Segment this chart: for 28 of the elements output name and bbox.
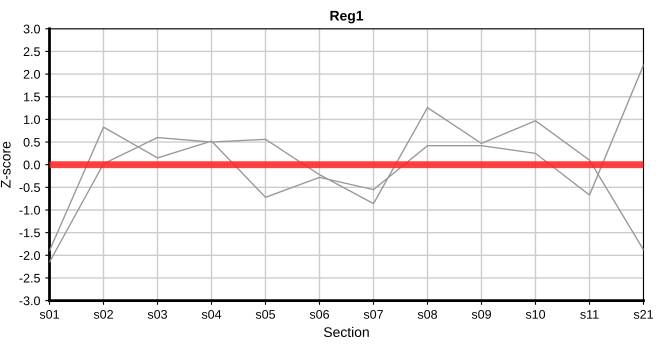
y-tick-label: 1.0 xyxy=(24,115,40,124)
x-tick-label: s06 xyxy=(310,310,330,319)
y-tick-label: -1.5 xyxy=(19,228,40,238)
y-tick-label: -0.5 xyxy=(19,183,40,192)
y-tick-label: -3.0 xyxy=(19,296,40,306)
y-tick-label: 1.5 xyxy=(24,92,40,102)
x-tick-label: s07 xyxy=(364,310,383,319)
y-tick-label: 3.0 xyxy=(24,24,40,34)
chart-title: Reg1 xyxy=(330,10,364,24)
x-tick-label: s10 xyxy=(526,310,546,319)
x-tick-label: s11 xyxy=(580,310,599,319)
x-tick-label: s21 xyxy=(634,310,653,319)
x-tick-label: s09 xyxy=(472,310,491,319)
x-tick-label: s01 xyxy=(40,310,59,319)
y-tick-label: 0.5 xyxy=(24,138,40,147)
x-tick-label: s02 xyxy=(94,310,113,319)
y-tick-label: -2.5 xyxy=(19,274,40,283)
y-tick-label: -1.0 xyxy=(19,206,40,215)
x-tick-label: s05 xyxy=(256,310,276,319)
x-tick-label: s08 xyxy=(418,310,438,319)
y-tick-label: 0.0 xyxy=(24,160,40,170)
x-axis-title: Section xyxy=(324,326,369,338)
y-tick-label: 2.0 xyxy=(24,70,40,79)
y-axis-title: Z-score xyxy=(0,142,11,188)
y-tick-label: -2.0 xyxy=(19,251,40,260)
y-tick-label: 2.5 xyxy=(24,47,40,56)
x-tick-label: s03 xyxy=(148,310,168,319)
x-tick-label: s04 xyxy=(202,310,222,319)
